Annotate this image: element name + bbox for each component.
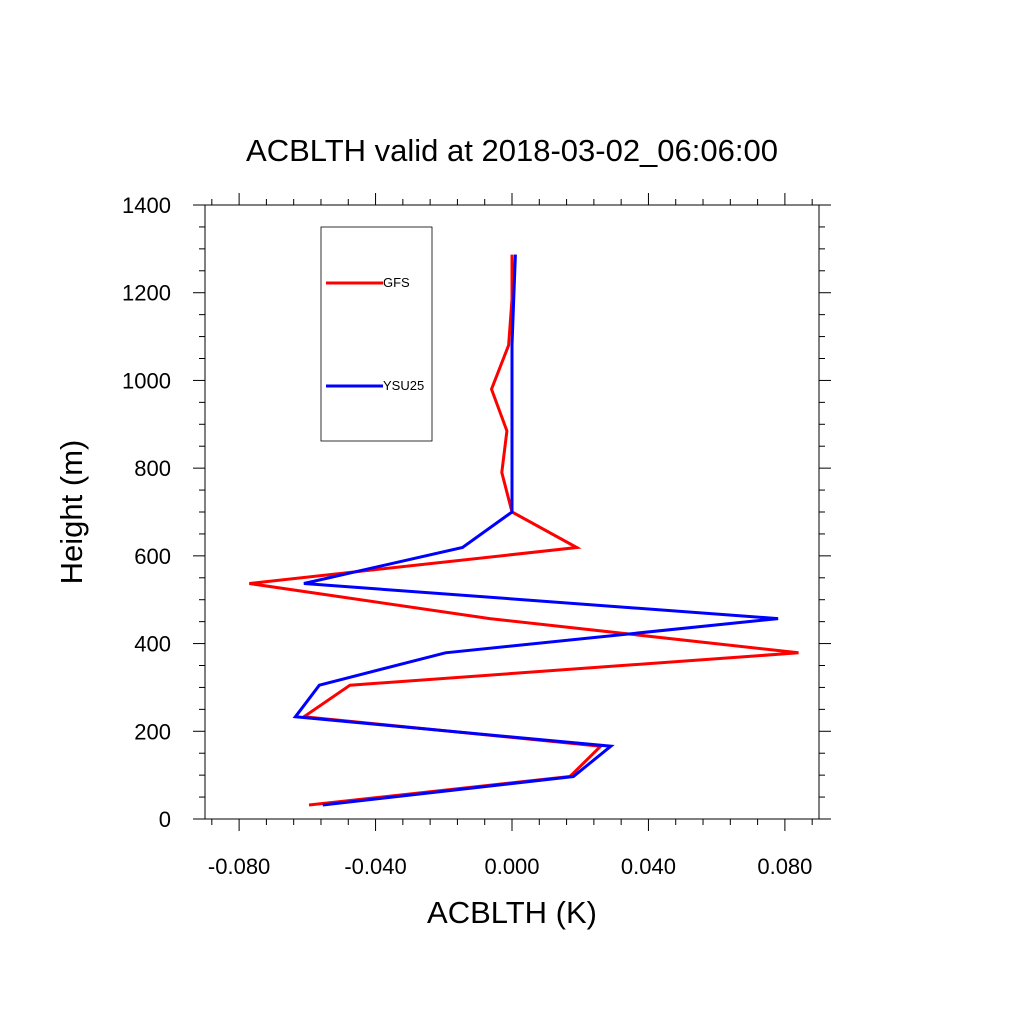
y-tick-label: 400 [134, 632, 171, 657]
y-tick-label: 800 [134, 456, 171, 481]
series-group [249, 254, 799, 807]
x-tick-label: 0.040 [621, 854, 676, 879]
x-axis: -0.080 -0.040 0.000 0.040 0.080 [208, 193, 813, 879]
x-tick-label: 0.000 [484, 854, 539, 879]
x-axis-label: ACBLTH (K) [427, 895, 597, 930]
y-tick-label: 1200 [122, 281, 171, 306]
y-tick-label: 0 [159, 807, 171, 832]
legend: GFS YSU25 [320, 226, 433, 442]
x-tick-label: -0.040 [344, 854, 406, 879]
y-tick-label: 600 [134, 544, 171, 569]
legend-label-gfs: GFS [383, 275, 410, 290]
legend-label-ysu25: YSU25 [383, 378, 424, 393]
y-tick-label: 1000 [122, 368, 171, 393]
series-line-ysu25 [292, 254, 779, 807]
y-tick-label: 200 [134, 719, 171, 744]
y-tick-label: 1400 [122, 193, 171, 218]
x-tick-label: 0.080 [757, 854, 812, 879]
chart-title: ACBLTH valid at 2018-03-02_06:06:00 [246, 133, 778, 168]
y-axis: 0 200 400 600 800 1000 1200 1400 [122, 193, 831, 832]
legend-box [320, 226, 433, 442]
x-tick-label: -0.080 [208, 854, 270, 879]
y-axis-label: Height (m) [54, 440, 89, 585]
